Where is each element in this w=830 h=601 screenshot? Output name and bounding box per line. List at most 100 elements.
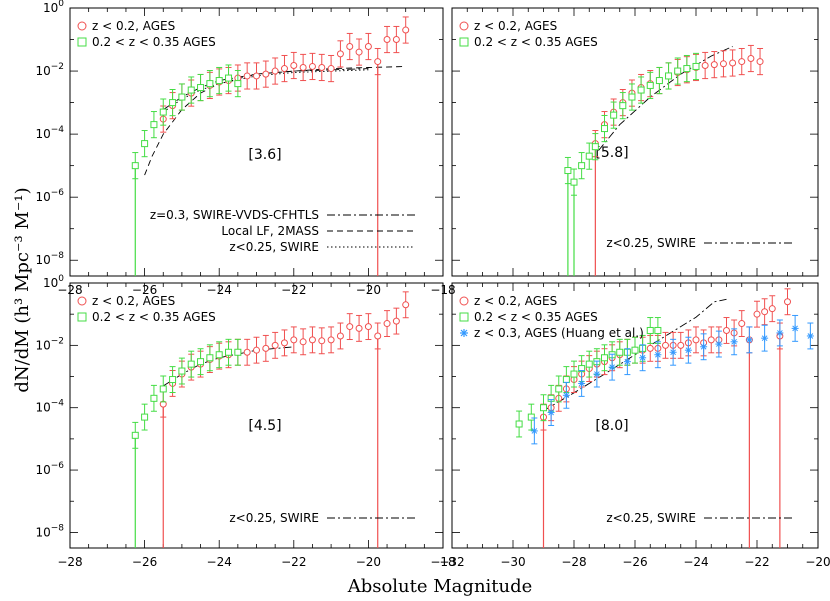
data-point-asterisk [715,340,723,348]
line-legend-label: z<0.25, SWIRE [229,240,319,254]
data-point-asterisk [669,348,677,356]
data-point-circle [355,324,363,332]
data-point-square [578,162,586,170]
data-point-circle [355,48,363,56]
x-tick-label: −26 [132,555,157,569]
data-point-circle [677,341,685,349]
x-tick-label: −28 [561,555,586,569]
legend-label: z < 0.3, AGES (Huang et al.) [474,326,644,340]
line-legend-label: z=0.3, SWIRE-VVDS-CFHTLS [150,208,319,222]
data-point-circle [729,59,737,67]
data-point-asterisk [684,346,692,354]
line-legend-label: Local LF, 2MASS [221,224,319,238]
data-point-circle [271,341,279,349]
data-point-asterisk [562,391,570,399]
y-tick-exponent: 0 [58,274,64,284]
data-point-square [631,346,639,354]
y-tick-exponent: −4 [51,125,65,135]
data-point-circle [756,58,764,66]
data-point-circle [719,60,727,68]
data-point-circle [336,50,344,58]
data-point-circle [327,336,335,344]
data-point-square [646,326,654,334]
data-point-circle [243,348,251,356]
data-point-circle [738,320,746,328]
data-point-square [601,354,608,362]
data-point-square [591,143,599,151]
data-point-square [225,74,233,82]
data-point-square [169,376,177,384]
data-point-circle [318,337,326,345]
data-point-square [665,72,673,80]
data-point-square [206,354,214,362]
legend-marker-square [77,312,87,322]
data-point-circle [710,61,718,69]
y-tick-label: 10−2 [35,336,64,352]
data-point-circle [646,344,654,352]
x-tick-label: −30 [500,555,525,569]
legend-marker-asterisk [460,329,468,337]
y-tick-label: 10−8 [35,523,64,539]
data-point-square [178,93,186,101]
data-point-circle [662,341,669,349]
y-tick-exponent: −6 [51,461,65,471]
data-point-circle [761,308,769,316]
data-point-square [187,86,195,94]
panel-2: [5.8] z < 0.2, AGES 0.2 < z < 0.35 AGES z<0… [451,7,819,277]
data-point-circle [392,36,400,44]
y-tick-exponent: −8 [51,523,65,533]
x-tick-label: −18 [430,555,455,569]
data-point-circle [336,332,344,340]
legend-marker-square [459,312,469,322]
y-tick-exponent: −2 [51,336,64,346]
y-tick-exponent: −8 [51,251,65,261]
y-tick-label: 10−6 [35,188,64,204]
data-point-circle [318,63,326,71]
data-point-square [178,367,186,375]
legend-label: 0.2 < z < 0.35 AGES [474,35,598,49]
y-tick-exponent: −6 [51,188,65,198]
data-point-square [654,326,662,334]
data-point-circle [290,62,298,70]
data-point-circle [768,305,776,313]
data-point-square [159,385,167,393]
line-legend-label: z<0.25, SWIRE [606,511,696,525]
x-tick-label: −22 [744,555,769,569]
data-point-asterisk [776,329,784,337]
data-point-circle [784,298,791,306]
data-point-circle [308,336,316,344]
data-point-square [141,140,149,148]
y-tick-label: 10−2 [35,62,64,78]
data-point-circle [747,55,755,63]
x-tick-label: −22 [281,555,306,569]
data-point-square [234,80,242,88]
data-point-square [540,404,547,412]
data-point-square [683,65,691,73]
data-point-square [197,84,205,92]
data-point-circle [262,344,270,352]
series-3 [530,314,814,445]
data-point-circle [253,72,260,80]
data-point-circle [308,62,316,70]
y-tick-label: 10−8 [35,251,64,267]
y-tick-label: 100 [43,0,64,15]
legend-marker-circle [459,296,469,306]
data-point-square [159,108,167,116]
data-point-square [562,376,570,384]
data-point-circle [364,323,372,331]
panel-3: −28 −26 −24 −22 −20 −1810−810−610−410−2100[4.… [35,274,455,569]
data-point-asterisk [623,358,631,366]
data-point-asterisk [761,334,769,342]
y-tick-exponent: −2 [51,62,64,72]
data-point-circle [701,62,709,70]
legend-label: 0.2 < z < 0.35 AGES [92,35,216,49]
data-point-circle [299,63,307,71]
x-tick-label: −20 [805,555,830,569]
legend-label: z < 0.2, AGES [92,294,175,308]
x-tick-label: −24 [207,555,232,569]
data-point-asterisk [547,409,555,417]
data-point-square [141,413,149,421]
data-point-square [169,99,177,107]
line-legend-label: z<0.25, SWIRE [606,236,696,250]
series-2 [131,64,242,180]
